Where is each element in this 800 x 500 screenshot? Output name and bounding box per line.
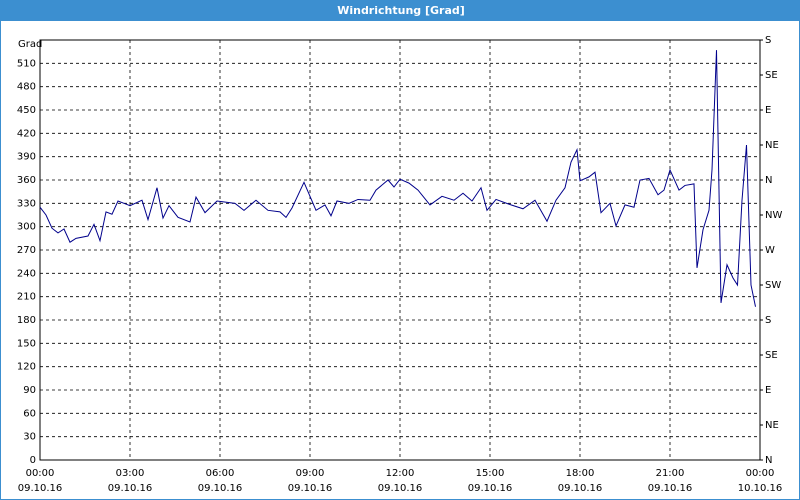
y2-tick-label: NW	[765, 210, 782, 221]
line	[39, 50, 756, 307]
x-tick-date: 09.10.16	[558, 483, 603, 494]
y-axis-label: Grad	[18, 39, 42, 50]
y2-tick-label: S	[765, 35, 771, 46]
y2-tick-label: N	[765, 175, 772, 186]
plot-frame	[39, 39, 761, 461]
y2-tick-label: W	[765, 245, 775, 256]
y-tick-label: 210	[17, 292, 36, 303]
y-tick-label: 30	[23, 432, 36, 443]
x-tick-label: 03:00	[116, 468, 145, 479]
x-tick-date: 09.10.16	[468, 483, 513, 494]
x-tick-label: 06:00	[206, 468, 235, 479]
y2-tick-label: S	[765, 315, 771, 326]
x-tick-label: 00:00	[746, 468, 775, 479]
x-tick-label: 21:00	[656, 468, 685, 479]
x-tick-date: 09.10.16	[108, 483, 153, 494]
y-tick-label: 450	[17, 105, 36, 116]
x-tick-date: 09.10.16	[198, 483, 243, 494]
y-tick-label: 0	[30, 455, 36, 466]
y-tick-label: 480	[17, 82, 36, 93]
y2-tick-label: N	[765, 455, 772, 466]
x-tick-label: 15:00	[476, 468, 505, 479]
y-tick-label: 180	[17, 315, 36, 326]
y-tick-label: 420	[17, 128, 36, 139]
x-tick-label: 12:00	[386, 468, 415, 479]
y-tick-label: 90	[23, 385, 36, 396]
chart: Grad 0 30 60 90 120 150 180 210 240 270 300 330 360 3…	[17, 35, 783, 494]
y-tick-label: 60	[23, 408, 36, 419]
y-tick-label: 360	[17, 175, 36, 186]
y2-tick-label: SW	[765, 280, 781, 291]
x-tick-date: 10.10.16	[738, 483, 783, 494]
y-tick-label: 390	[17, 152, 36, 163]
x-tick-label: 18:00	[566, 468, 595, 479]
y2-tick-label: E	[765, 385, 771, 396]
x-tick-date: 09.10.16	[648, 483, 693, 494]
title-bar: Windrichtung [Grad]	[1, 1, 800, 21]
x-tick-date: 09.10.16	[378, 483, 423, 494]
x-tick-label: 09:00	[296, 468, 325, 479]
y-tick-label: 300	[17, 222, 36, 233]
y2-tick-label: NE	[765, 420, 779, 431]
y2-tick-label: SE	[765, 70, 778, 81]
x-tick-date: 09.10.16	[18, 483, 63, 494]
y-tick-label: 120	[17, 362, 36, 373]
y2-tick-label: SE	[765, 350, 778, 361]
y-tick-label: 240	[17, 268, 36, 279]
y2-tick-label: NE	[765, 140, 779, 151]
x-tick-label: 00:00	[26, 468, 55, 479]
y2-tick-label: E	[765, 105, 771, 116]
y-tick-label: 330	[17, 198, 36, 209]
x-tick-date: 09.10.16	[288, 483, 333, 494]
y-tick-label: 510	[17, 58, 36, 69]
y-tick-label: 150	[17, 338, 36, 349]
y-tick-label: 270	[17, 245, 36, 256]
